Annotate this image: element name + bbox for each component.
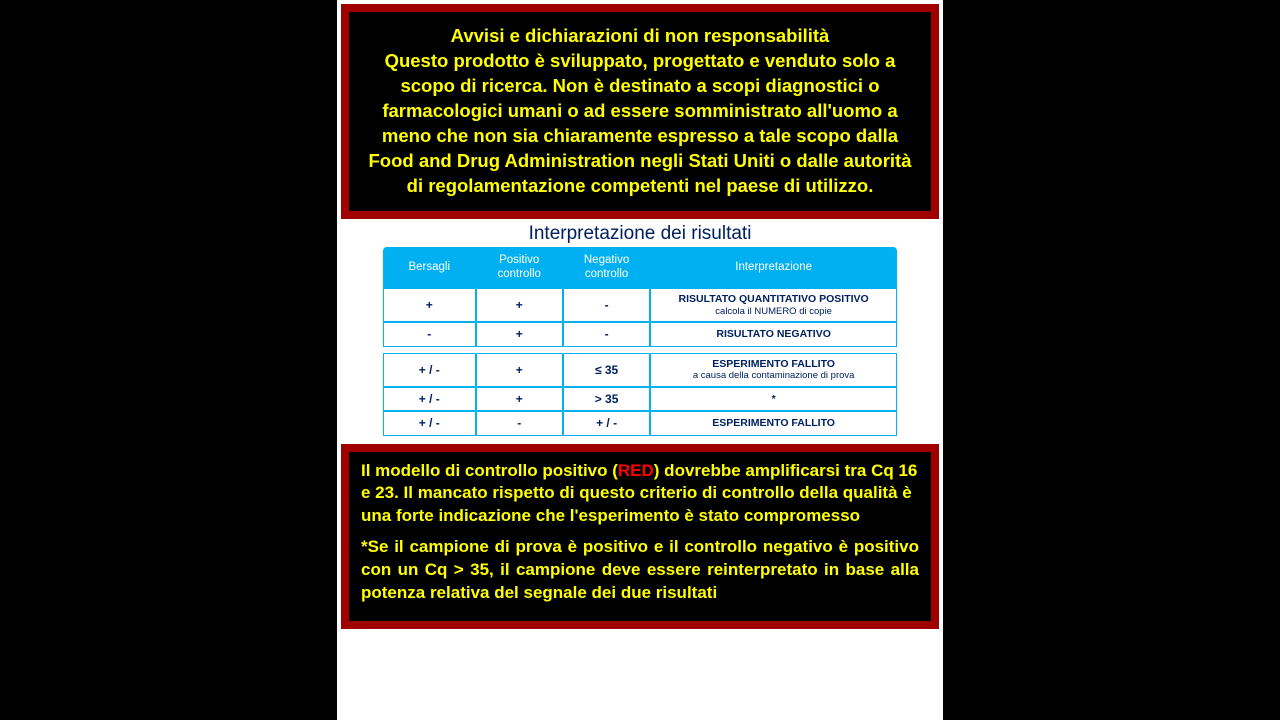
cell-pos: + xyxy=(476,353,563,387)
interpretation-table: Bersagli Positivo controllo Negativo con… xyxy=(383,247,897,436)
table-header-row: Bersagli Positivo controllo Negativo con… xyxy=(383,247,897,289)
table-row: - + - RISULTATO NEGATIVO xyxy=(383,322,897,346)
disclaimer-title: Avvisi e dichiarazioni di non responsabi… xyxy=(451,25,830,46)
cell-neg: ≤ 35 xyxy=(563,353,650,387)
cell-interp: * xyxy=(650,387,897,411)
cell-neg: - xyxy=(563,322,650,346)
interp-sub: calcola il NUMERO di copie xyxy=(655,306,892,317)
bottom-para-1: Il modello di controllo positivo (RED) d… xyxy=(361,460,919,529)
cell-targets: + xyxy=(383,288,476,322)
table-title: Interpretazione dei risultati xyxy=(383,223,897,245)
cell-interp: RISULTATO NEGATIVO xyxy=(650,322,897,346)
interp-main: * xyxy=(772,393,776,405)
cell-interp: ESPERIMENTO FALLITO a causa della contam… xyxy=(650,353,897,387)
table-row: + / - - + / - ESPERIMENTO FALLITO xyxy=(383,411,897,435)
cell-targets: + / - xyxy=(383,387,476,411)
table-row: + / - + > 35 * xyxy=(383,387,897,411)
bottom-para-2: *Se il campione di prova è positivo e il… xyxy=(361,536,919,605)
cell-pos: - xyxy=(476,411,563,435)
para1-pre: Il modello di controllo positivo ( xyxy=(361,461,618,480)
cell-pos: + xyxy=(476,387,563,411)
cell-pos: + xyxy=(476,322,563,346)
disclaimer-top-box: Avvisi e dichiarazioni di non responsabi… xyxy=(341,4,939,219)
cell-targets: + / - xyxy=(383,411,476,435)
cell-targets: - xyxy=(383,322,476,346)
interp-sub: a causa della contaminazione di prova xyxy=(655,370,892,381)
cell-neg: > 35 xyxy=(563,387,650,411)
interp-main: ESPERIMENTO FALLITO xyxy=(712,358,835,370)
cell-pos: + xyxy=(476,288,563,322)
cell-neg: + / - xyxy=(563,411,650,435)
cell-neg: - xyxy=(563,288,650,322)
cell-interp: ESPERIMENTO FALLITO xyxy=(650,411,897,435)
table-row: + + - RISULTATO QUANTITATIVO POSITIVO ca… xyxy=(383,288,897,322)
disclaimer-body: Questo prodotto è sviluppato, progettato… xyxy=(368,50,911,196)
cell-interp: RISULTATO QUANTITATIVO POSITIVO calcola … xyxy=(650,288,897,322)
interp-main: RISULTATO QUANTITATIVO POSITIVO xyxy=(679,293,869,305)
disclaimer-bottom-box: Il modello di controllo positivo (RED) d… xyxy=(341,444,939,630)
para1-red: RED xyxy=(618,461,654,480)
header-negative-control: Negativo controllo xyxy=(563,247,650,289)
table-row: + / - + ≤ 35 ESPERIMENTO FALLITO a causa… xyxy=(383,353,897,387)
header-interpretation: Interpretazione xyxy=(650,247,897,289)
cell-targets: + / - xyxy=(383,353,476,387)
interpretation-section: Interpretazione dei risultati Bersagli P… xyxy=(341,221,939,442)
document-page: Avvisi e dichiarazioni di non responsabi… xyxy=(337,0,943,720)
header-positive-control: Positivo controllo xyxy=(476,247,563,289)
interp-main: ESPERIMENTO FALLITO xyxy=(712,417,835,429)
header-targets: Bersagli xyxy=(383,247,476,289)
interp-main: RISULTATO NEGATIVO xyxy=(716,328,831,340)
